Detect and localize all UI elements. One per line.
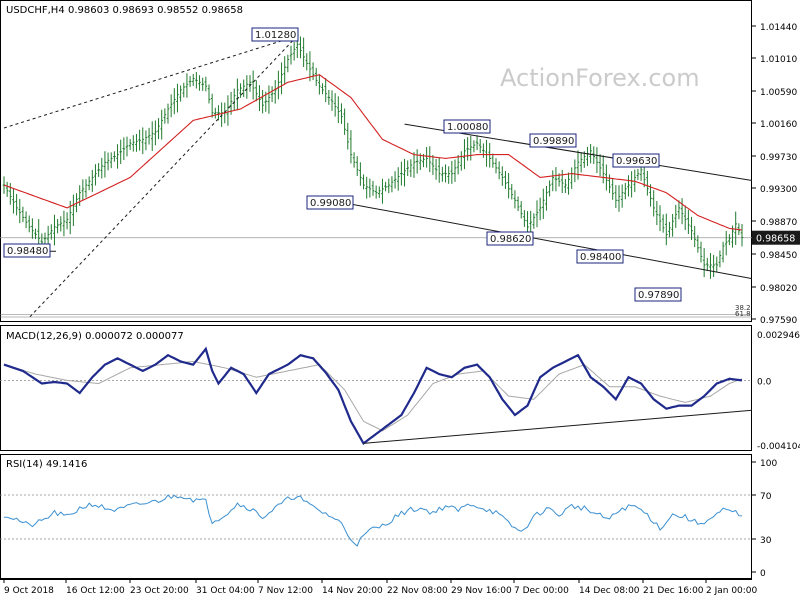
price-label-box	[251, 27, 299, 42]
rsi-panel-title: RSI(14) 49.1416	[6, 459, 87, 470]
x-axis-label: 7 Dec 00:00	[514, 586, 569, 596]
x-axis-label: 14 Nov 20:00	[322, 586, 383, 596]
price-label-text: 0.97890	[638, 290, 679, 301]
rsi-line	[3, 494, 743, 547]
price-axis-label: 1.01440	[760, 23, 797, 33]
price-axis-label: 0.98020	[760, 284, 797, 294]
rsi-axis-label: 70	[760, 492, 772, 502]
price-label-box	[306, 195, 354, 210]
lower-dashed-trendline	[29, 35, 298, 318]
current-price-text: 0.98658	[756, 234, 795, 245]
x-axis-label: 29 Nov 16:00	[451, 586, 512, 596]
rsi-axis-label: 30	[760, 536, 772, 546]
x-axis-label: 16 Oct 12:00	[66, 586, 125, 596]
macd-signal-line	[3, 360, 743, 432]
line-layer	[3, 74, 743, 547]
price-label-text: 0.98620	[490, 234, 531, 245]
x-axis-label: 22 Nov 08:00	[387, 586, 448, 596]
price-panel-frame	[0, 0, 752, 322]
watermark-text: ActionForex.com	[500, 64, 700, 92]
macd-axis-label: 0.0	[757, 377, 772, 387]
price-axis-label: 1.01010	[760, 55, 797, 65]
macd-support-trendline	[363, 409, 753, 444]
rsi-panel-frame	[0, 454, 752, 579]
macd-panel-title: MACD(12,26,9) 0.000072 0.000077	[6, 331, 184, 342]
price-label-text: 1.00080	[447, 122, 488, 133]
price-axis-label: 0.98870	[760, 218, 797, 228]
x-axis-label: 31 Oct 04:00	[196, 586, 255, 596]
price-axis-label: 0.98450	[760, 251, 797, 261]
macd-panel-frame	[0, 325, 752, 451]
price-label-box	[612, 153, 660, 168]
price-label-box	[443, 119, 491, 134]
price-label-text: 0.99080	[310, 198, 351, 209]
grid-layer	[0, 237, 752, 540]
x-axis-label: 2 Jan 00:00	[706, 586, 758, 596]
fib-label-text: 38.2	[735, 304, 751, 312]
upper-channel-line	[404, 123, 753, 181]
x-axis-label: 14 Dec 08:00	[579, 586, 640, 596]
price-axis-label: 0.97590	[760, 316, 797, 326]
lower-channel-line	[350, 203, 753, 280]
current-price-box	[752, 230, 800, 245]
candle-layer	[2, 33, 744, 279]
moving-average-line	[3, 74, 743, 231]
price-label-text: 0.99890	[533, 136, 574, 147]
x-axis-label: 21 Dec 16:00	[643, 586, 704, 596]
price-label-box	[3, 243, 51, 258]
rsi-axis-label: 0	[760, 569, 766, 579]
price-label-text: 1.01280	[255, 30, 296, 41]
rsi-axis-label: 100	[760, 459, 777, 469]
price-label-box	[634, 287, 682, 302]
price-label-box	[529, 133, 577, 148]
macd-axis-label: -0.004104	[757, 442, 800, 452]
macd-line	[3, 346, 743, 446]
price-panel-ohlc: 0.98603 0.98693 0.98552 0.98658	[68, 5, 243, 16]
price-label-box	[486, 231, 534, 246]
price-label-text: 0.99630	[616, 156, 657, 167]
price-label-box	[576, 249, 624, 264]
price-label-layer: 1.01280 1.00080 0.99890 0.99630 0.99080 0.986…	[3, 27, 751, 318]
macd-axis-label: 0.002946	[757, 331, 800, 341]
price-axis-label: 1.00160	[760, 120, 797, 130]
trendline-layer	[3, 35, 753, 444]
price-axis-label: 1.00590	[760, 88, 797, 98]
price-axis-label: 0.99730	[760, 153, 797, 163]
price-label-text: 0.98400	[580, 252, 621, 263]
x-axis-label: 9 Oct 2018	[4, 586, 54, 596]
price-axis-label: 0.99300	[760, 185, 797, 195]
x-axis-label: 23 Oct 20:00	[130, 586, 189, 596]
axis-label-layer: 1.01440 1.01010 1.00590 1.00160 0.99730 0.993…	[3, 23, 800, 596]
price-panel-title: USDCHF,H4	[6, 5, 65, 16]
fib-label-text: 61.8	[735, 310, 751, 318]
price-label-text: 0.98480	[7, 246, 48, 257]
x-axis-label: 7 Nov 12:00	[258, 586, 313, 596]
